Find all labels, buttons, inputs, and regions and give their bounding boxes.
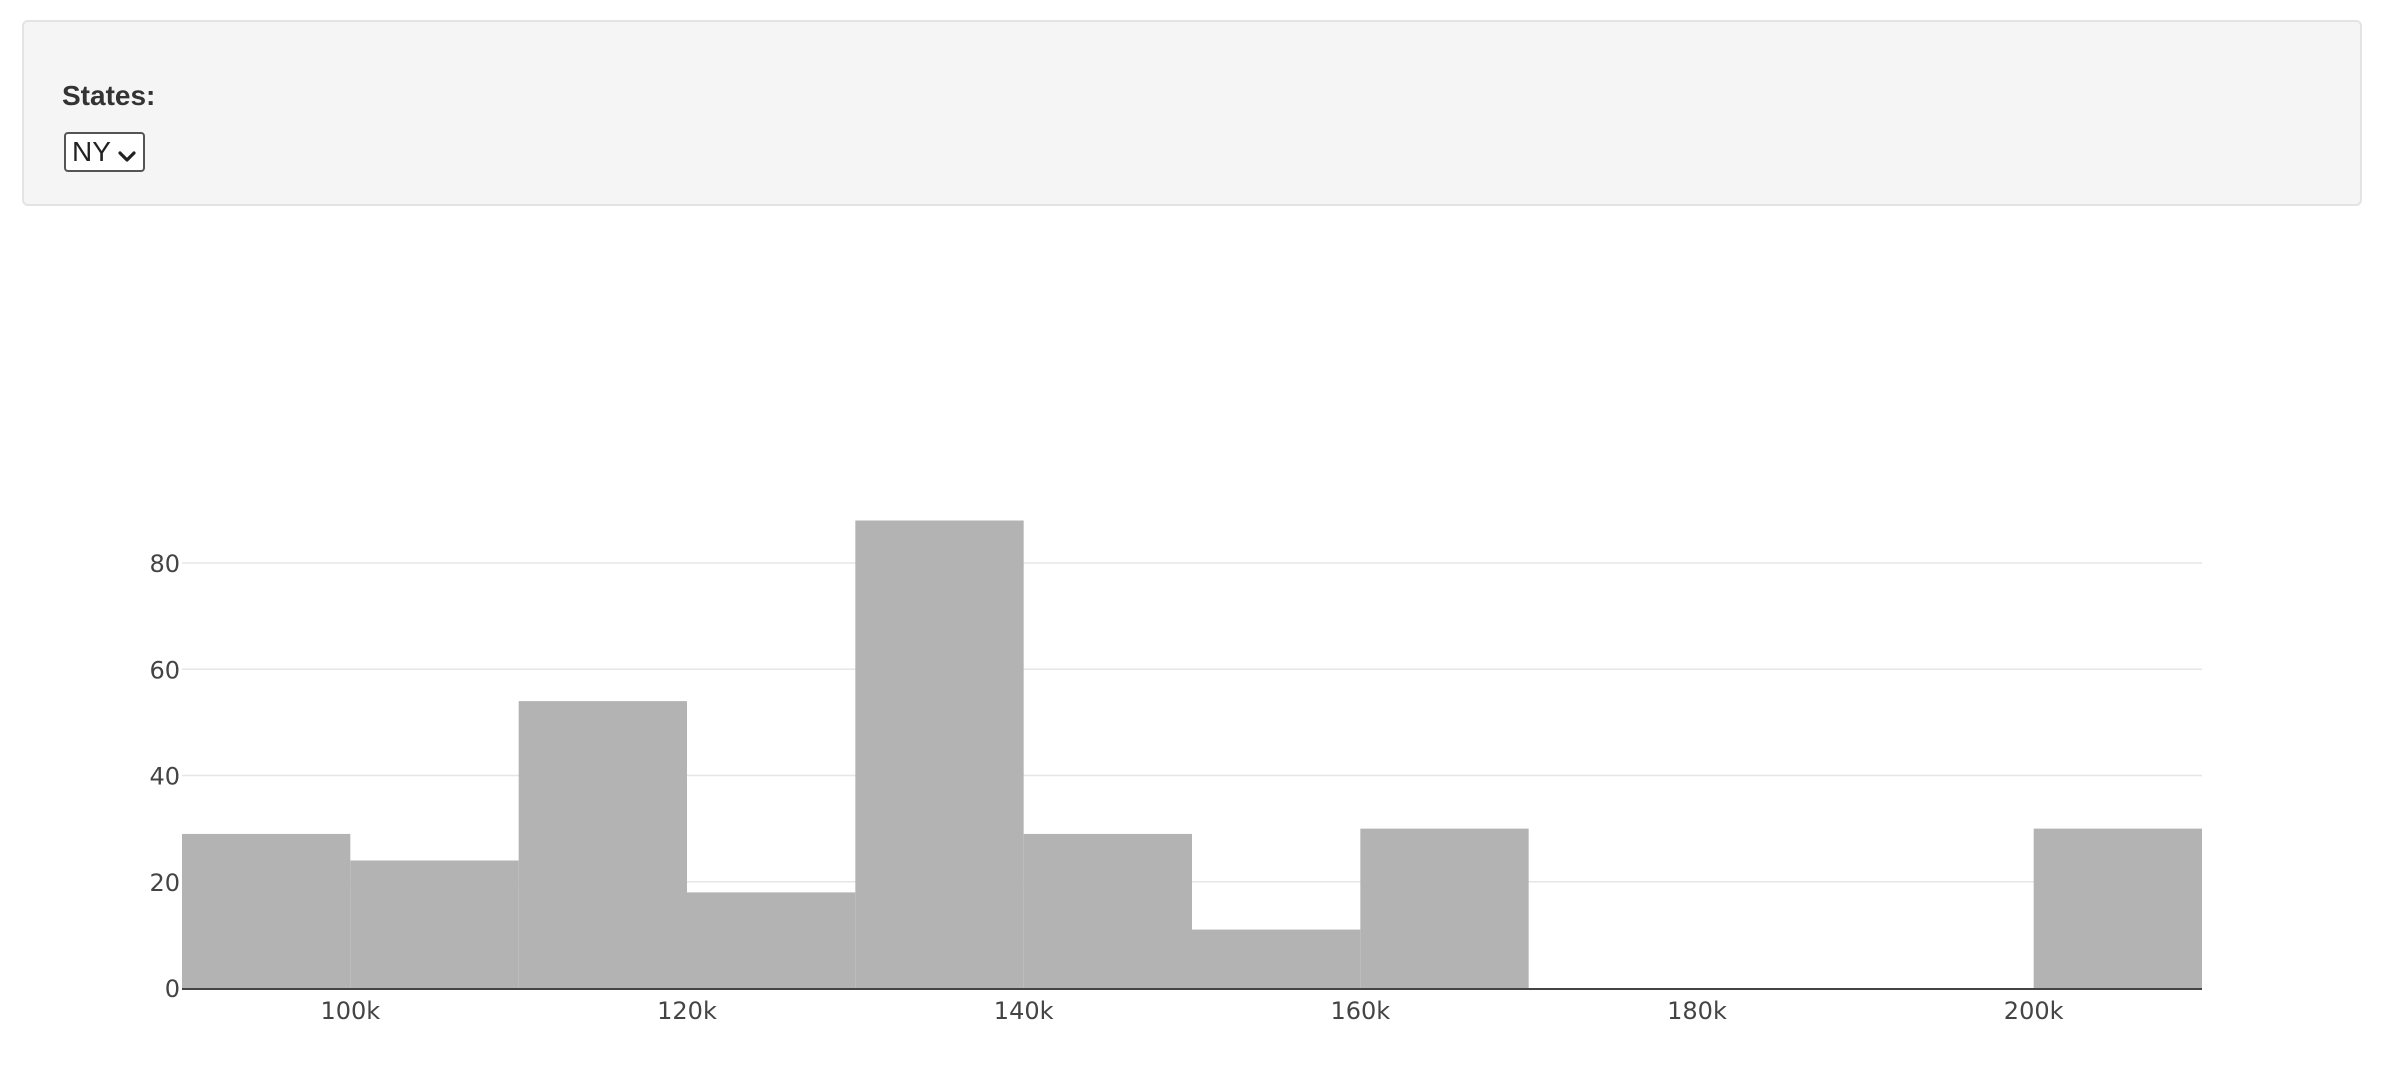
histogram-bar[interactable] <box>518 701 687 988</box>
histogram-bar[interactable] <box>182 833 351 988</box>
tick-labels: 0 20 40 60 80 100k 120k 140k 160k 180k 200k <box>149 550 2063 1025</box>
chevron-down-icon <box>117 142 137 162</box>
y-tick-label: 40 <box>149 763 180 791</box>
y-tick-label: 80 <box>149 550 180 578</box>
y-tick-label: 60 <box>149 656 180 684</box>
y-tick-label: 20 <box>149 869 180 897</box>
histogram-bar[interactable] <box>2033 828 2202 988</box>
states-label: States: <box>62 80 156 111</box>
x-tick-label: 180k <box>1667 997 1727 1025</box>
state-select[interactable]: NY <box>64 132 145 172</box>
x-tick-label: 160k <box>1330 997 1390 1025</box>
x-tick-label: 100k <box>320 997 380 1025</box>
histogram-bar[interactable] <box>1023 833 1192 988</box>
state-select-value: NY <box>72 136 111 167</box>
histogram-bar[interactable] <box>855 520 1024 989</box>
histogram-bar[interactable] <box>1360 828 1529 988</box>
y-tick-label: 0 <box>165 975 180 1003</box>
x-tick-label: 140k <box>994 997 1054 1025</box>
histogram-bar[interactable] <box>1192 929 1361 988</box>
x-tick-label: 120k <box>657 997 717 1025</box>
filter-panel: States: NY <box>22 20 2362 206</box>
histogram-bar[interactable] <box>687 892 856 988</box>
x-tick-label: 200k <box>2004 997 2064 1025</box>
bars <box>182 520 2202 989</box>
histogram-bar[interactable] <box>350 860 519 989</box>
